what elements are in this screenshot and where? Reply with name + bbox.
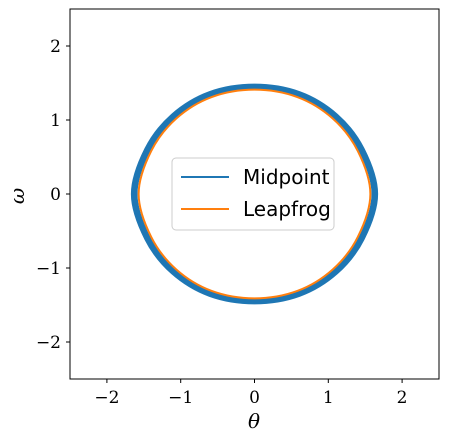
x-tick-label: −2 bbox=[94, 388, 119, 408]
legend-label-midpoint: Midpoint bbox=[243, 165, 330, 189]
y-tick-label: −1 bbox=[36, 259, 61, 279]
legend-label-leapfrog: Leapfrog bbox=[243, 197, 331, 221]
y-tick-label: 1 bbox=[50, 111, 61, 131]
y-tick-label: 2 bbox=[50, 37, 61, 57]
x-axis-label: θ bbox=[248, 409, 260, 433]
legend: Midpoint Leapfrog bbox=[172, 158, 334, 230]
x-tick-label: −1 bbox=[168, 388, 193, 408]
y-tick-label: 0 bbox=[50, 185, 61, 205]
x-tick-label: 2 bbox=[397, 388, 408, 408]
x-tick-label: 0 bbox=[249, 388, 260, 408]
y-axis-label: ω bbox=[5, 188, 29, 204]
x-tick-label: 1 bbox=[323, 388, 334, 408]
y-tick-label: −2 bbox=[36, 333, 61, 353]
